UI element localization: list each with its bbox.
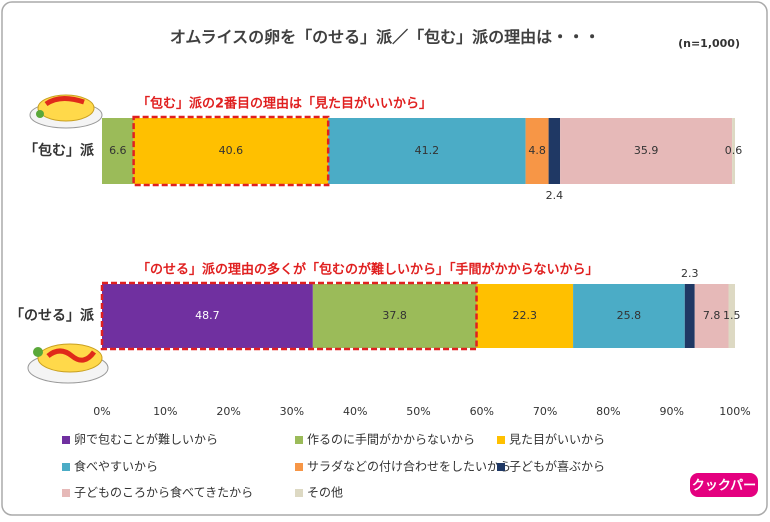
bar-segment <box>476 284 574 348</box>
legend-label: 子どもが喜ぶから <box>509 459 605 474</box>
value-label: 1.5 <box>723 309 741 322</box>
bar-segment <box>102 284 313 348</box>
legend-swatch <box>295 489 303 497</box>
bar-segment <box>694 284 729 348</box>
highlight-box <box>100 281 478 351</box>
x-tick-label: 30% <box>280 405 304 418</box>
bar-segment <box>684 284 695 348</box>
bar-segment <box>102 118 134 184</box>
category-label: 「包む」派 <box>24 142 95 159</box>
value-label: 2.4 <box>546 189 564 202</box>
legend-swatch <box>497 436 505 444</box>
annotation: 「包む」派の2番目の理由は「見た目がいいから」 <box>137 96 432 112</box>
legend-label: 見た目がいいから <box>509 432 605 447</box>
legend-swatch <box>62 436 70 444</box>
omelette-topped <box>27 343 109 384</box>
legend-swatch <box>62 463 70 471</box>
bar-segment <box>732 118 735 184</box>
bar-segment <box>560 118 733 184</box>
value-label: 40.6 <box>219 144 244 157</box>
chart-title: オムライスの卵を「のせる」派／「包む」派の理由は・・・ <box>170 28 600 47</box>
value-label: 22.3 <box>513 309 538 322</box>
value-label: 41.2 <box>415 144 440 157</box>
legend-swatch <box>295 436 303 444</box>
bar-segment <box>728 284 735 348</box>
x-tick-label: 0% <box>93 405 110 418</box>
logo: クックパー <box>692 479 756 494</box>
x-tick-label: 60% <box>470 405 494 418</box>
value-label: 7.8 <box>703 309 721 322</box>
x-tick-label: 80% <box>596 405 620 418</box>
x-tick-label: 20% <box>216 405 240 418</box>
bar-segment <box>133 118 329 184</box>
legend-label: 食べやすいから <box>74 459 158 474</box>
subtitle: (n=1,000) <box>678 37 740 50</box>
category-label: 「のせる」派 <box>10 307 95 324</box>
legend-swatch <box>497 463 505 471</box>
x-tick-label: 10% <box>153 405 177 418</box>
omelette-wrapped <box>29 94 103 129</box>
logo-badge <box>690 473 758 497</box>
legend-label: 卵で包むことが難しいから <box>74 432 218 447</box>
value-label: 35.9 <box>634 144 659 157</box>
x-tick-label: 50% <box>406 405 430 418</box>
value-label: 37.8 <box>382 309 407 322</box>
bar-segment <box>548 118 561 184</box>
value-label: 2.3 <box>681 267 699 280</box>
legend-label: 子どものころから食べてきたから <box>74 485 253 500</box>
x-tick-label: 40% <box>343 405 367 418</box>
legend-label: その他 <box>307 486 343 500</box>
value-label: 6.6 <box>109 144 127 157</box>
bar-segment <box>328 118 526 184</box>
bar-segment <box>312 284 477 348</box>
x-tick-label: 90% <box>659 405 683 418</box>
bar-segment <box>525 118 549 184</box>
bar-segment <box>573 284 685 348</box>
value-label: 0.6 <box>725 144 743 157</box>
legend-label: 作るのに手間がかからないから <box>307 432 475 447</box>
x-tick-label: 70% <box>533 405 557 418</box>
value-label: 4.8 <box>528 144 546 157</box>
value-label: 25.8 <box>617 309 642 322</box>
legend-swatch <box>62 489 70 497</box>
x-tick-label: 100% <box>719 405 750 418</box>
value-label: 48.7 <box>195 309 220 322</box>
legend-label: サラダなどの付け合わせをしたいから <box>307 459 511 474</box>
highlight-box <box>132 115 330 187</box>
annotation: 「のせる」派の理由の多くが「包むのが難しいから」「手間がかからないから」 <box>137 262 599 278</box>
legend-swatch <box>295 463 303 471</box>
